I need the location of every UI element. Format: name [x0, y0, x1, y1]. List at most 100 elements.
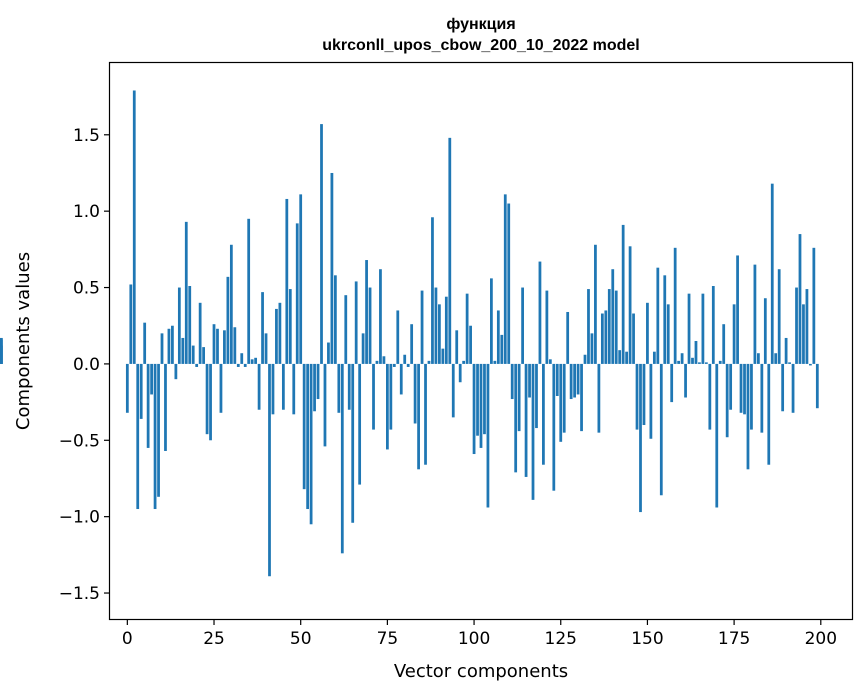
bar-11: [164, 363, 167, 451]
x-tick-label: 175: [718, 629, 750, 649]
bar-46: [285, 198, 289, 364]
bar-102: [479, 363, 483, 448]
bar-65: [351, 363, 355, 523]
bar-63: [344, 295, 348, 364]
bar-192: [791, 363, 795, 413]
bar-26: [216, 328, 219, 364]
bar-145: [628, 246, 632, 364]
bar-61: [337, 363, 341, 413]
bar-120: [542, 363, 545, 465]
x-tick-label: 75: [377, 629, 399, 649]
bar-33: [240, 353, 244, 364]
bar-197: [809, 363, 812, 366]
y-tick-label: −1.0: [59, 508, 100, 528]
bar-154: [659, 363, 663, 496]
bar-186: [770, 183, 774, 364]
bar-161: [684, 363, 687, 398]
x-tick-label: 25: [203, 629, 225, 649]
bar-151: [649, 363, 653, 439]
bar-80: [403, 354, 407, 364]
bar-5: [143, 322, 147, 364]
bar-164: [694, 341, 698, 364]
bar-166: [701, 293, 705, 364]
bar-101: [476, 363, 479, 436]
bar-84: [417, 363, 420, 470]
y-tick-label: 1.5: [73, 126, 100, 146]
bar-4: [139, 363, 143, 419]
bar-92: [444, 296, 448, 364]
x-axis-label: Vector components: [394, 661, 568, 682]
bar-25: [212, 324, 216, 364]
bar-188: [777, 269, 781, 364]
bar-3: [136, 363, 140, 510]
bar-76: [389, 363, 393, 430]
bar-185: [767, 363, 771, 465]
bar-77: [392, 363, 396, 367]
bar-140: [611, 269, 615, 364]
bar-17: [184, 221, 188, 364]
bar-119: [538, 261, 542, 364]
bar-79: [399, 363, 403, 395]
x-tick-label: 0: [122, 629, 133, 649]
bar-98: [465, 293, 469, 364]
bar-0: [125, 363, 129, 413]
bar-1: [129, 284, 133, 364]
bar-112: [514, 363, 518, 473]
bar-103: [483, 363, 486, 435]
bar-47: [288, 289, 292, 364]
x-tick-label: 150: [631, 629, 663, 649]
bar-167: [704, 362, 708, 364]
bar-54: [313, 363, 316, 412]
bar-137: [600, 313, 604, 364]
bar-127: [566, 311, 570, 364]
bar-24: [209, 363, 212, 441]
bar-96: [458, 363, 462, 383]
bar-131: [580, 363, 583, 432]
bar-163: [691, 357, 694, 364]
bar-100: [472, 363, 476, 455]
bar-41: [268, 363, 271, 577]
bar-169: [711, 286, 715, 364]
x-tick-label: 50: [290, 629, 312, 649]
bar-156: [666, 304, 670, 364]
bar-165: [698, 362, 701, 364]
bar-142: [618, 350, 622, 364]
bar-171: [718, 360, 722, 364]
bar-7: [150, 363, 153, 395]
bar-184: [763, 298, 767, 364]
bar-126: [562, 363, 566, 433]
chart-title-line2: ukrconll_upos_cbow_200_10_2022 model: [322, 37, 639, 54]
bar-21: [198, 302, 202, 364]
bar-129: [573, 363, 576, 398]
bar-19: [191, 345, 195, 364]
bar-87: [427, 360, 431, 364]
bar-174: [729, 363, 733, 410]
bar-20: [195, 363, 199, 367]
bar-144: [625, 351, 629, 364]
bar-180: [750, 363, 753, 430]
bar-168: [708, 363, 712, 430]
bar-187: [774, 353, 778, 364]
bar-55: [316, 363, 320, 400]
bar-9: [157, 363, 160, 497]
bar-71: [372, 363, 375, 430]
bar-6: [146, 363, 150, 448]
bar-158: [673, 247, 677, 364]
bar-44: [278, 302, 282, 364]
bar-97: [462, 360, 466, 364]
bar-148: [639, 363, 642, 513]
bar-115: [524, 363, 528, 477]
x-tick-label: 125: [545, 629, 577, 649]
bar-193: [795, 287, 798, 364]
bar-146: [632, 313, 635, 364]
bar-73: [379, 269, 382, 364]
bar-59: [330, 172, 334, 364]
bar-50: [299, 194, 303, 364]
bar-125: [559, 363, 563, 442]
bar-194: [798, 234, 802, 364]
bar-57: [323, 363, 327, 447]
bar-191: [788, 362, 791, 364]
bar-111: [510, 363, 514, 400]
bar-93: [448, 137, 452, 364]
y-axis-label: Components values: [13, 252, 34, 430]
